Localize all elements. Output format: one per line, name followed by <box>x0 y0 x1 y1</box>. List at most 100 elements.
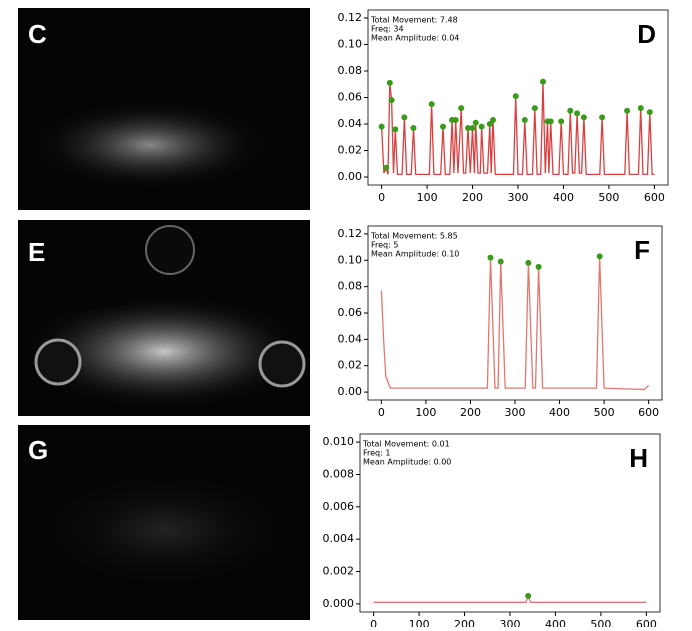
peak-marker <box>401 114 408 121</box>
y-tick-label: 0.010 <box>323 435 355 448</box>
x-tick-label: 600 <box>636 618 657 627</box>
panel-label: F <box>634 235 650 265</box>
peak-marker <box>558 118 565 125</box>
x-tick-label: 300 <box>500 618 521 627</box>
peak-marker <box>535 263 542 270</box>
y-tick-label: 0.08 <box>338 280 363 293</box>
x-tick-label: 500 <box>598 191 619 204</box>
peak-marker <box>383 164 390 171</box>
x-tick-label: 200 <box>462 191 483 204</box>
image-hole <box>34 338 82 386</box>
peak-marker <box>478 123 485 130</box>
y-tick-label: 0.10 <box>338 37 363 50</box>
x-tick-label: 300 <box>508 191 529 204</box>
peak-marker <box>378 123 385 130</box>
image-hole <box>145 225 195 275</box>
y-tick-label: 0.02 <box>338 144 363 157</box>
peak-marker <box>458 105 465 112</box>
annotation: Mean Amplitude: 0.00 <box>363 458 451 467</box>
signal-line <box>380 256 650 391</box>
peak-marker <box>637 105 644 112</box>
x-tick-label: 400 <box>553 191 574 204</box>
x-tick-label: 400 <box>545 618 566 627</box>
x-tick-label: 100 <box>417 191 438 204</box>
image-texture <box>30 100 270 190</box>
y-tick-label: 0.00 <box>338 385 363 398</box>
peak-marker <box>392 126 399 133</box>
peak-marker <box>490 117 496 124</box>
peak-marker <box>531 105 538 112</box>
peak-marker <box>596 253 603 260</box>
annotation: Mean Amplitude: 0.10 <box>371 250 459 259</box>
image-texture <box>20 293 308 410</box>
panel-label: C <box>28 19 47 49</box>
y-tick-label: 0.12 <box>338 11 363 24</box>
annotation: Total Movement: 0.01 <box>362 440 450 449</box>
y-tick-label: 0.06 <box>338 306 363 319</box>
x-tick-label: 600 <box>644 191 665 204</box>
y-tick-label: 0.10 <box>338 253 363 266</box>
y-tick-label: 0.000 <box>323 597 355 610</box>
x-tick-label: 400 <box>549 406 570 419</box>
x-tick-label: 100 <box>415 406 436 419</box>
x-tick-label: 0 <box>378 191 385 204</box>
x-tick-label: 500 <box>594 406 615 419</box>
y-tick-label: 0.004 <box>323 532 355 545</box>
peak-marker <box>410 124 417 131</box>
annotation: Freq: 1 <box>363 449 390 458</box>
panel-label: H <box>629 443 648 473</box>
peak-marker <box>452 117 459 124</box>
peak-marker <box>465 124 471 131</box>
peak-marker <box>388 97 395 104</box>
peak-marker <box>487 254 494 261</box>
peak-marker <box>547 118 554 125</box>
panel-label: G <box>28 435 48 465</box>
annotation: Total Movement: 7.48 <box>370 16 458 25</box>
panel-label: E <box>28 237 45 267</box>
peak-marker <box>386 79 393 86</box>
y-tick-label: 0.06 <box>338 91 363 104</box>
peak-marker <box>512 93 519 100</box>
peak-marker <box>646 109 653 116</box>
y-tick-label: 0.08 <box>338 64 363 77</box>
x-tick-label: 200 <box>460 406 481 419</box>
x-tick-label: 100 <box>409 618 430 627</box>
peak-marker <box>580 114 587 121</box>
y-tick-label: 0.008 <box>323 467 355 480</box>
peak-marker <box>574 110 581 117</box>
annotation: Mean Amplitude: 0.04 <box>371 34 459 43</box>
panel-label: D <box>637 19 656 49</box>
signal-line <box>373 593 647 603</box>
x-tick-label: 600 <box>638 406 659 419</box>
y-tick-label: 0.04 <box>338 332 363 345</box>
x-tick-label: 0 <box>370 618 377 627</box>
peak-marker <box>472 119 479 126</box>
annotation: Freq: 5 <box>371 241 398 250</box>
peak-marker <box>525 592 532 599</box>
peak-marker <box>540 78 546 85</box>
y-tick-label: 0.00 <box>338 170 363 183</box>
x-tick-label: 200 <box>454 618 475 627</box>
peak-marker <box>525 259 532 266</box>
peak-marker <box>497 258 504 265</box>
y-tick-label: 0.006 <box>323 500 355 513</box>
y-tick-label: 0.02 <box>338 359 363 372</box>
signal-line <box>380 81 655 176</box>
annotation: Freq: 34 <box>371 25 404 34</box>
y-tick-label: 0.002 <box>323 565 355 578</box>
peak-marker <box>440 123 446 130</box>
peak-marker <box>599 114 606 121</box>
y-tick-label: 0.12 <box>338 227 363 240</box>
peak-marker <box>428 101 435 108</box>
peak-marker <box>567 107 574 114</box>
peak-marker <box>624 107 631 114</box>
x-tick-label: 0 <box>378 406 385 419</box>
x-tick-label: 500 <box>590 618 611 627</box>
image-texture <box>35 470 295 590</box>
peak-marker <box>521 117 528 124</box>
x-tick-label: 300 <box>505 406 526 419</box>
image-hole <box>258 340 306 388</box>
y-tick-label: 0.04 <box>338 117 363 130</box>
annotation: Total Movement: 5.85 <box>370 232 458 241</box>
